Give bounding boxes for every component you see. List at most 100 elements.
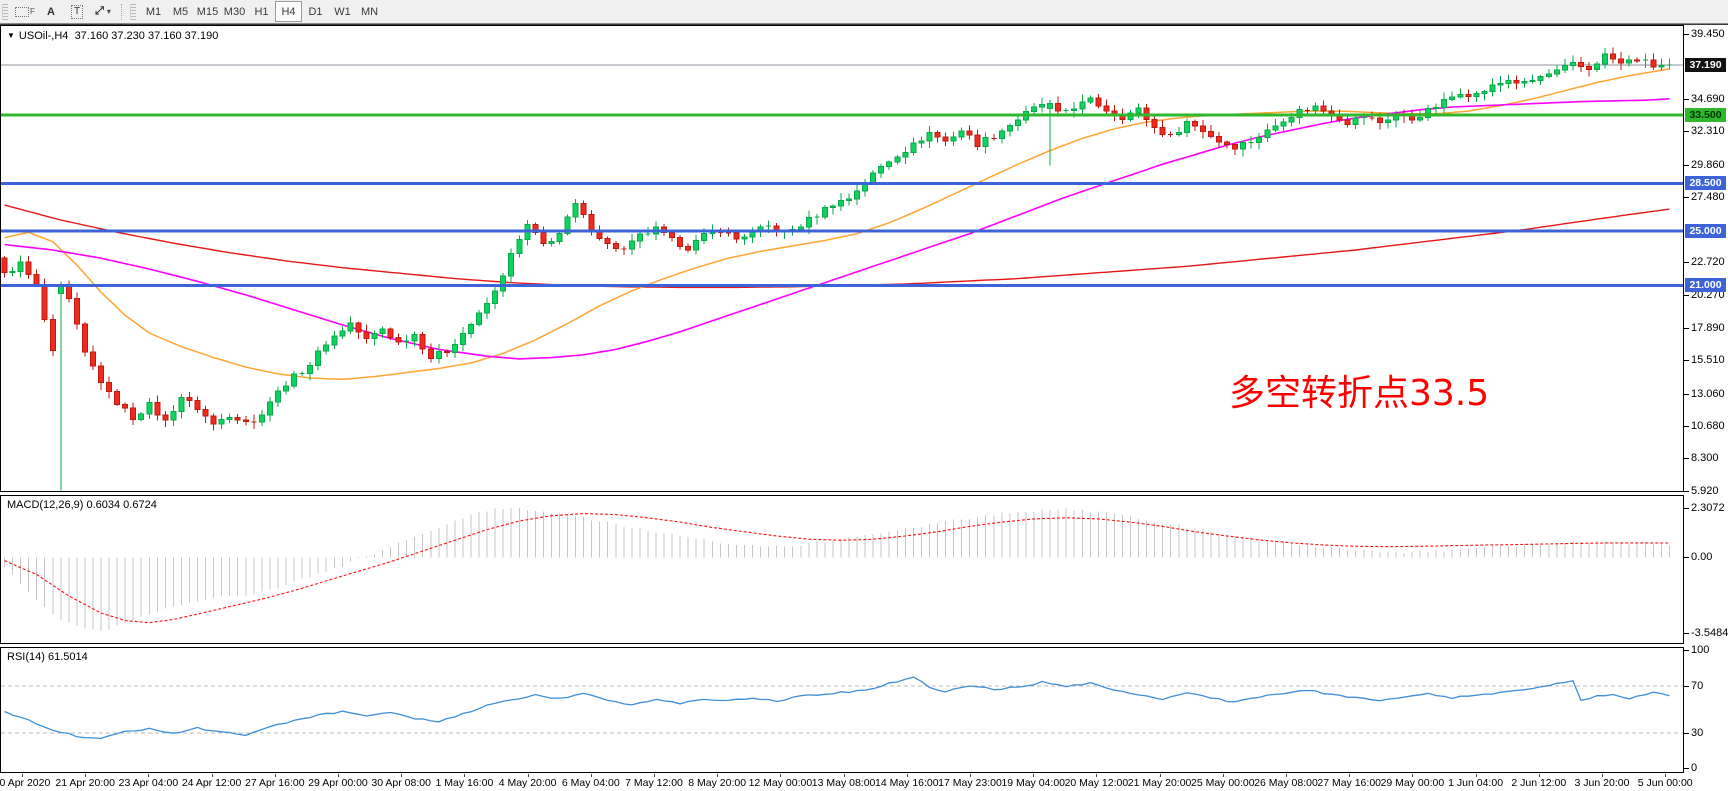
time-axis-label: 29 Apr 00:00 <box>308 777 368 789</box>
chart-ohlc-values: 37.160 37.230 37.160 37.190 <box>74 30 219 42</box>
price-tick-mark <box>1684 295 1689 297</box>
time-tick-mark <box>1538 774 1540 777</box>
price-chart-panel: ▼ USOil-,H4 37.160 37.230 37.160 37.190 多… <box>0 25 1684 492</box>
rsi-tick-mark <box>1684 768 1689 770</box>
price-level-box: 25.000 <box>1685 223 1726 238</box>
price-tick-mark <box>1684 197 1689 199</box>
timeframe-button-h4[interactable]: H4 <box>275 1 302 22</box>
rsi-indicator-panel: RSI(14) 61.5014 <box>0 647 1684 773</box>
timeframe-button-w1[interactable]: W1 <box>334 5 351 18</box>
time-tick-mark <box>906 774 908 777</box>
chart-text-annotation: 多空转折点33.5 <box>1229 373 1490 414</box>
price-tick-label: 22.720 <box>1691 255 1725 268</box>
macd-indicator-panel: MACD(12,26,9) 0.6034 0.6724 <box>0 495 1684 644</box>
chart-symbol-period: USOil-,H4 <box>18 30 69 42</box>
rsi-axis-scale[interactable]: 100 70 30 0 <box>1684 644 1728 775</box>
timeframe-button-m15[interactable]: M15 <box>196 5 219 18</box>
timeframe-drag-handle[interactable] <box>130 3 136 20</box>
price-tick-label: 17.890 <box>1691 321 1725 334</box>
timeframe-button-m5[interactable]: M5 <box>172 5 189 18</box>
macd-tick-label: 0.00 <box>1691 551 1713 564</box>
price-tick-mark <box>1684 98 1689 100</box>
time-axis-label: 14 May 16:00 <box>874 777 939 789</box>
time-axis-label: 6 May 04:00 <box>561 777 620 789</box>
time-tick-mark <box>338 774 339 777</box>
toolbar-drag-handle[interactable] <box>2 3 8 20</box>
time-tick-mark <box>464 774 466 777</box>
macd-tick-label: 2.3072 <box>1691 502 1725 515</box>
time-axis-label: 1 Jun 04:00 <box>1448 777 1504 789</box>
price-tick-label: 39.450 <box>1691 28 1725 41</box>
price-tick-mark <box>1684 261 1689 263</box>
chart-title: ▼ USOil-,H4 37.160 37.230 37.160 37.190 <box>7 30 218 42</box>
time-axis-label: 29 May 00:00 <box>1380 777 1445 789</box>
price-tick-label: 8.300 <box>1691 452 1719 465</box>
chart-toolbar: F A T ⤢ ▾ M1 M5 M15 M30 H1 H4 D1 W1 MN <box>0 0 1728 25</box>
dropdown-arrow-icon[interactable]: ▾ <box>106 7 111 16</box>
price-tick-label: 5.920 <box>1691 484 1719 497</box>
tool-button-group: F A T ⤢ ▾ <box>12 1 116 22</box>
time-axis-label: 4 May 20:00 <box>498 777 557 789</box>
time-tick-mark <box>1412 774 1414 777</box>
text-label-tool-button[interactable]: T <box>65 1 89 22</box>
price-axis-scale[interactable]: 39.450 34.690 32.310 29.860 27.480 22.720 20.2… <box>1684 25 1728 497</box>
font-tool-button[interactable]: A <box>47 5 55 18</box>
current-price-box: 37.190 <box>1685 57 1726 72</box>
macd-tick-mark <box>1684 557 1689 559</box>
price-tick-label: 15.510 <box>1691 354 1725 367</box>
timeframe-button-h1[interactable]: H1 <box>254 5 269 18</box>
time-tick-mark <box>1033 774 1035 777</box>
time-axis-label: 1 May 16:00 <box>435 777 494 789</box>
time-tick-mark <box>843 774 845 777</box>
rsi-tick-mark <box>1684 650 1689 652</box>
chart-grid-tool-button[interactable]: F <box>13 1 37 22</box>
price-tick-mark <box>1684 490 1689 492</box>
rsi-tick-label: 30 <box>1691 727 1704 740</box>
time-tick-mark <box>1602 774 1603 777</box>
time-tick-mark <box>274 774 276 777</box>
symbol-dropdown-icon[interactable]: ▼ <box>7 31 15 40</box>
time-axis-label: 12 May 00:00 <box>748 777 813 789</box>
macd-axis-scale[interactable]: 2.3072 0.00 -3.5484 <box>1684 495 1728 644</box>
price-level-box: 33.500 <box>1685 108 1726 123</box>
timeframe-button-m30[interactable]: M30 <box>223 5 246 18</box>
time-axis-label: 5 Jun 00:00 <box>1637 777 1693 789</box>
time-tick-mark <box>1665 774 1667 777</box>
time-tick-mark <box>1349 774 1351 777</box>
time-axis-label: 20 Apr 2020 <box>0 777 51 789</box>
price-tick-label: 32.310 <box>1691 125 1725 138</box>
price-chart-canvas[interactable] <box>1 26 1683 491</box>
time-tick-mark <box>654 774 655 777</box>
rsi-tick-label: 70 <box>1691 679 1704 692</box>
price-tick-mark <box>1684 327 1689 329</box>
macd-tick-mark <box>1684 633 1689 635</box>
rsi-tick-label: 0 <box>1691 762 1698 775</box>
time-axis-label: 13 May 08:00 <box>811 777 876 789</box>
timeframe-button-mn[interactable]: MN <box>360 5 379 18</box>
crosshair-tool-button[interactable]: ⤢ ▾ <box>95 5 111 17</box>
rsi-tick-label: 100 <box>1691 644 1710 657</box>
time-tick-mark <box>22 774 23 777</box>
time-tick-mark <box>1286 774 1287 777</box>
time-tick-mark <box>1222 774 1224 777</box>
timeframe-button-m1[interactable]: M1 <box>145 5 162 18</box>
timeframe-button-group: M1 M5 M15 M30 H1 H4 D1 W1 MN <box>140 1 383 22</box>
time-tick-mark <box>1096 774 1098 777</box>
time-axis-label: 24 Apr 12:00 <box>181 777 242 789</box>
time-axis-label: 19 May 04:00 <box>1001 777 1066 789</box>
time-tick-mark <box>1475 774 1477 777</box>
ma-slow-red-line <box>4 204 1670 289</box>
timeframe-button-d1[interactable]: D1 <box>308 5 323 18</box>
time-axis-label: 27 Apr 16:00 <box>245 777 305 789</box>
price-tick-label: 13.060 <box>1691 387 1725 400</box>
rsi-tick-mark <box>1684 733 1689 735</box>
rsi-tick-mark <box>1684 685 1689 687</box>
time-tick-mark <box>717 774 719 777</box>
macd-canvas[interactable] <box>1 496 1683 643</box>
time-axis-label: 7 May 12:00 <box>625 777 683 789</box>
rsi-canvas[interactable] <box>1 648 1683 772</box>
time-axis-label: 26 May 08:00 <box>1254 777 1318 789</box>
time-tick-mark <box>148 774 150 777</box>
